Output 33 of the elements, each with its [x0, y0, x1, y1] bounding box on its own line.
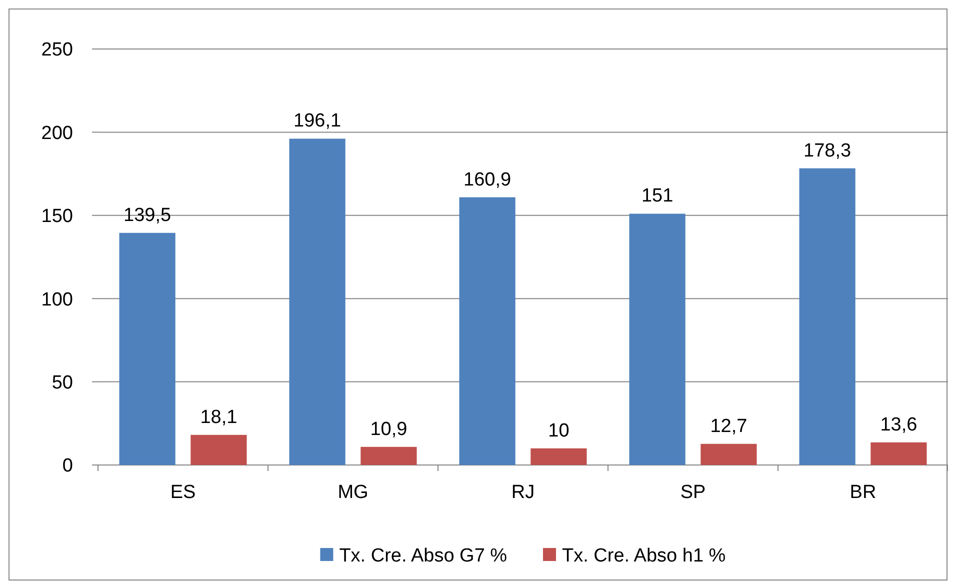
bar — [289, 138, 346, 465]
data-label: 160,9 — [464, 169, 512, 190]
data-label: 10 — [548, 420, 570, 442]
data-label: 18,1 — [200, 406, 238, 428]
y-tick-label: 200 — [41, 122, 73, 144]
x-tick-label: ES — [170, 482, 196, 503]
y-tick-label: 100 — [41, 289, 73, 310]
y-tick-label: 250 — [41, 40, 73, 61]
bar — [190, 434, 247, 465]
data-label: 178,3 — [804, 140, 852, 162]
data-label: 13,6 — [880, 414, 918, 436]
bar — [459, 197, 516, 465]
bar — [700, 444, 757, 465]
data-label: 151 — [641, 186, 674, 207]
bar — [360, 446, 417, 465]
data-label: 10,9 — [370, 418, 408, 440]
x-tick-label: BR — [850, 482, 876, 503]
x-tick-label: RJ — [511, 482, 535, 503]
y-tick-label: 0 — [62, 456, 73, 477]
x-tick-label: SP — [680, 482, 706, 503]
data-label: 12,7 — [710, 416, 748, 437]
y-tick-label: 50 — [52, 372, 73, 394]
x-tick-label: MG — [338, 482, 368, 503]
bar — [119, 232, 176, 465]
data-label: 196,1 — [294, 110, 342, 132]
bar — [799, 168, 856, 465]
bar — [530, 448, 587, 465]
bar — [870, 442, 927, 465]
bar — [629, 214, 686, 465]
y-tick-label: 150 — [41, 206, 73, 228]
data-label: 139,5 — [124, 204, 172, 226]
legend-label: Tx. Cre. Abso G7 % — [339, 546, 508, 567]
legend-label: Tx. Cre. Abso h1 % — [562, 546, 726, 567]
